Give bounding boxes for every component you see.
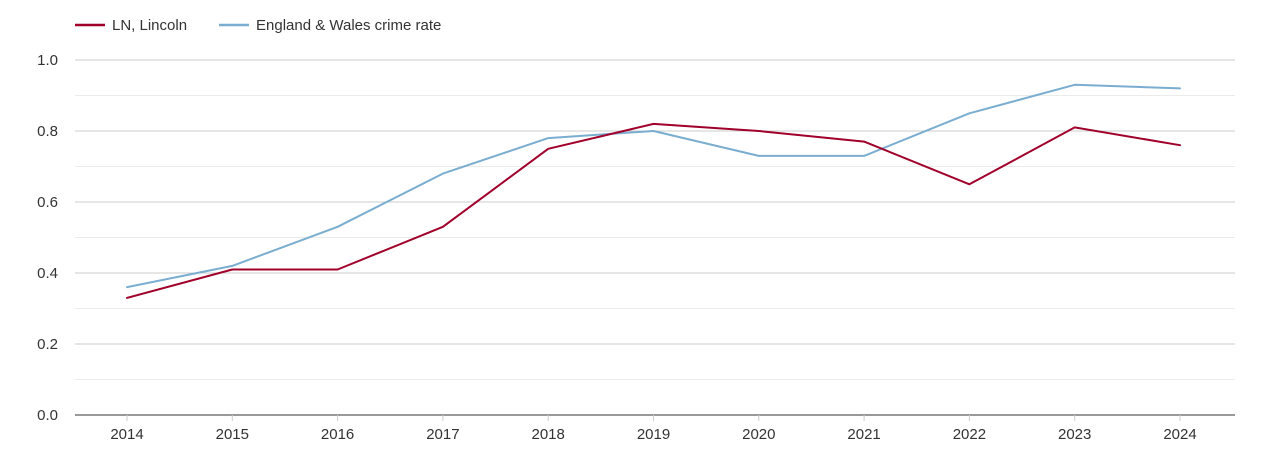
y-tick-label: 0.0 [37, 407, 58, 424]
x-tick-label: 2018 [532, 426, 565, 443]
x-tick-label: 2023 [1058, 426, 1091, 443]
series-line-lincoln [126, 122, 1181, 299]
y-tick-label: 0.2 [37, 336, 58, 353]
y-axis: 0.0 0.2 0.4 0.6 0.8 1.0 [37, 52, 58, 424]
x-tick-label: 2014 [110, 426, 143, 443]
x-tick-label: 2020 [742, 426, 775, 443]
legend-item-england-wales[interactable]: England & Wales crime rate [219, 17, 441, 34]
legend-label-england-wales: England & Wales crime rate [256, 17, 441, 34]
x-tick-label: 2016 [321, 426, 354, 443]
y-tick-label: 0.8 [37, 123, 58, 140]
series-lines [126, 83, 1181, 299]
x-tick-label: 2021 [847, 426, 880, 443]
x-tick-label: 2022 [953, 426, 986, 443]
legend-item-lincoln[interactable]: LN, Lincoln [75, 17, 187, 34]
series-line-england-wales [126, 83, 1181, 289]
y-tick-label: 0.6 [37, 194, 58, 211]
y-tick-label: 0.4 [37, 265, 58, 282]
y-tick-label: 1.0 [37, 52, 58, 69]
x-tick-label: 2015 [216, 426, 249, 443]
x-tick-label: 2019 [637, 426, 670, 443]
x-tick-label: 2017 [426, 426, 459, 443]
x-axis: 2014 2015 2016 2017 2018 2019 2020 2021 2022 2023… [75, 414, 1235, 443]
legend: LN, Lincoln England & Wales crime rate [75, 17, 441, 34]
legend-label-lincoln: LN, Lincoln [112, 17, 187, 34]
gridlines [75, 59, 1235, 380]
x-tick-label: 2024 [1163, 426, 1196, 443]
